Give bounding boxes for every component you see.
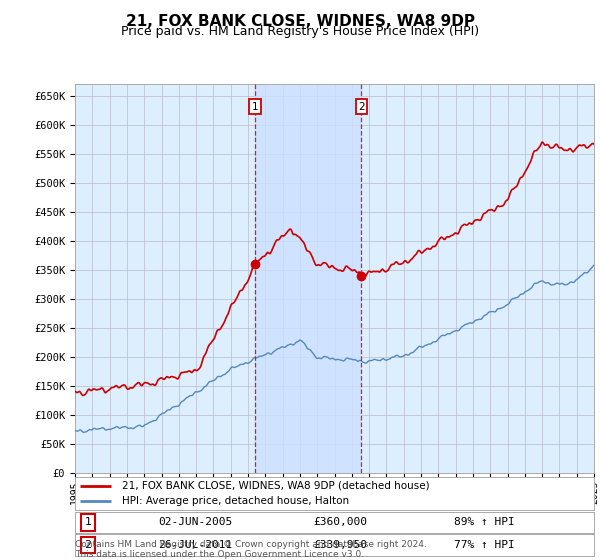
Text: Price paid vs. HM Land Registry's House Price Index (HPI): Price paid vs. HM Land Registry's House … bbox=[121, 25, 479, 38]
Text: 77% ↑ HPI: 77% ↑ HPI bbox=[454, 540, 515, 550]
Text: 89% ↑ HPI: 89% ↑ HPI bbox=[454, 517, 515, 528]
Text: Contains HM Land Registry data © Crown copyright and database right 2024.
This d: Contains HM Land Registry data © Crown c… bbox=[75, 540, 427, 559]
Text: 21, FOX BANK CLOSE, WIDNES, WA8 9DP (detached house): 21, FOX BANK CLOSE, WIDNES, WA8 9DP (det… bbox=[122, 481, 430, 491]
Text: £339,950: £339,950 bbox=[314, 540, 368, 550]
Text: 26-JUL-2011: 26-JUL-2011 bbox=[158, 540, 232, 550]
Text: HPI: Average price, detached house, Halton: HPI: Average price, detached house, Halt… bbox=[122, 496, 349, 506]
Text: 2: 2 bbox=[358, 101, 365, 111]
Text: 1: 1 bbox=[252, 101, 259, 111]
Text: 02-JUN-2005: 02-JUN-2005 bbox=[158, 517, 232, 528]
Text: £360,000: £360,000 bbox=[314, 517, 368, 528]
Text: 21, FOX BANK CLOSE, WIDNES, WA8 9DP: 21, FOX BANK CLOSE, WIDNES, WA8 9DP bbox=[125, 14, 475, 29]
Bar bbox=[255, 84, 361, 473]
Text: 2: 2 bbox=[85, 540, 92, 550]
Text: 1: 1 bbox=[85, 517, 91, 528]
